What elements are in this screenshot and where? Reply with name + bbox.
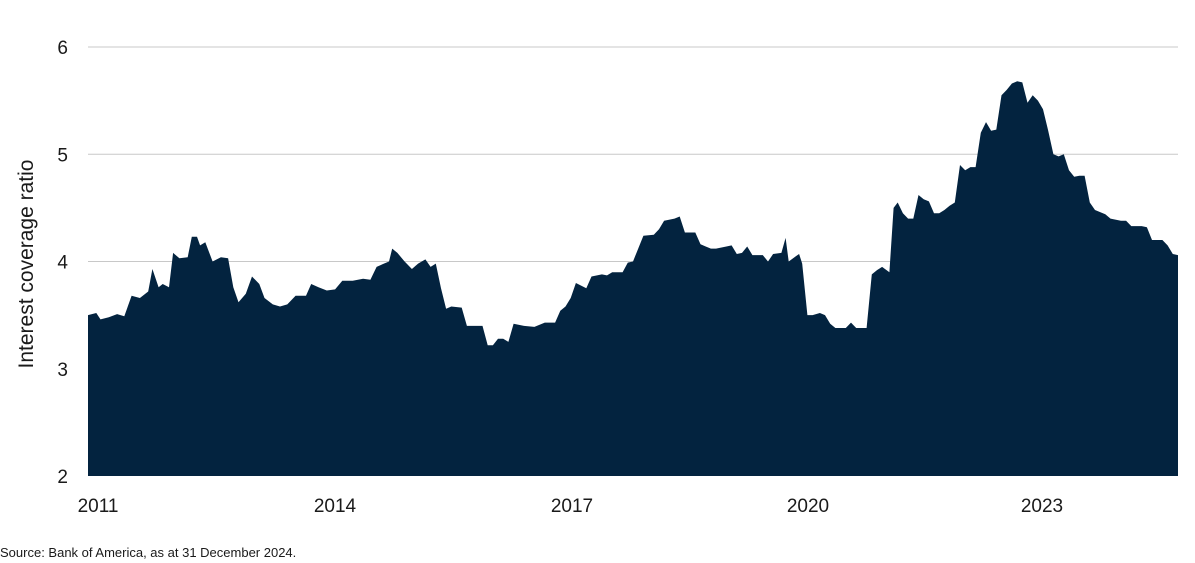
x-tick-label: 2014 [314,496,357,517]
area-series [88,81,1178,477]
source-note: Source: Bank of America, as at 31 Decemb… [0,545,297,560]
y-tick-label: 5 [57,145,68,166]
interest-coverage-area [88,81,1178,477]
x-tick-label: 2023 [1021,496,1063,517]
y-tick-label: 4 [57,253,68,274]
y-tick-label: 2 [57,467,68,488]
y-tick-label: 6 [57,38,68,59]
x-tick-label: 2017 [551,496,593,517]
x-tick-label: 2020 [787,496,829,517]
y-tick-labels: 2 3 4 5 6 [57,38,68,488]
x-tick-label: 2011 [78,496,119,517]
x-tick-labels: 2011 2014 2017 2020 2023 [78,496,1064,517]
y-tick-label: 3 [57,360,68,381]
chart: 2 3 4 5 6 2011 2014 2017 2020 2023 Interest cove… [15,38,1178,517]
y-axis-label: Interest coverage ratio [15,160,38,369]
